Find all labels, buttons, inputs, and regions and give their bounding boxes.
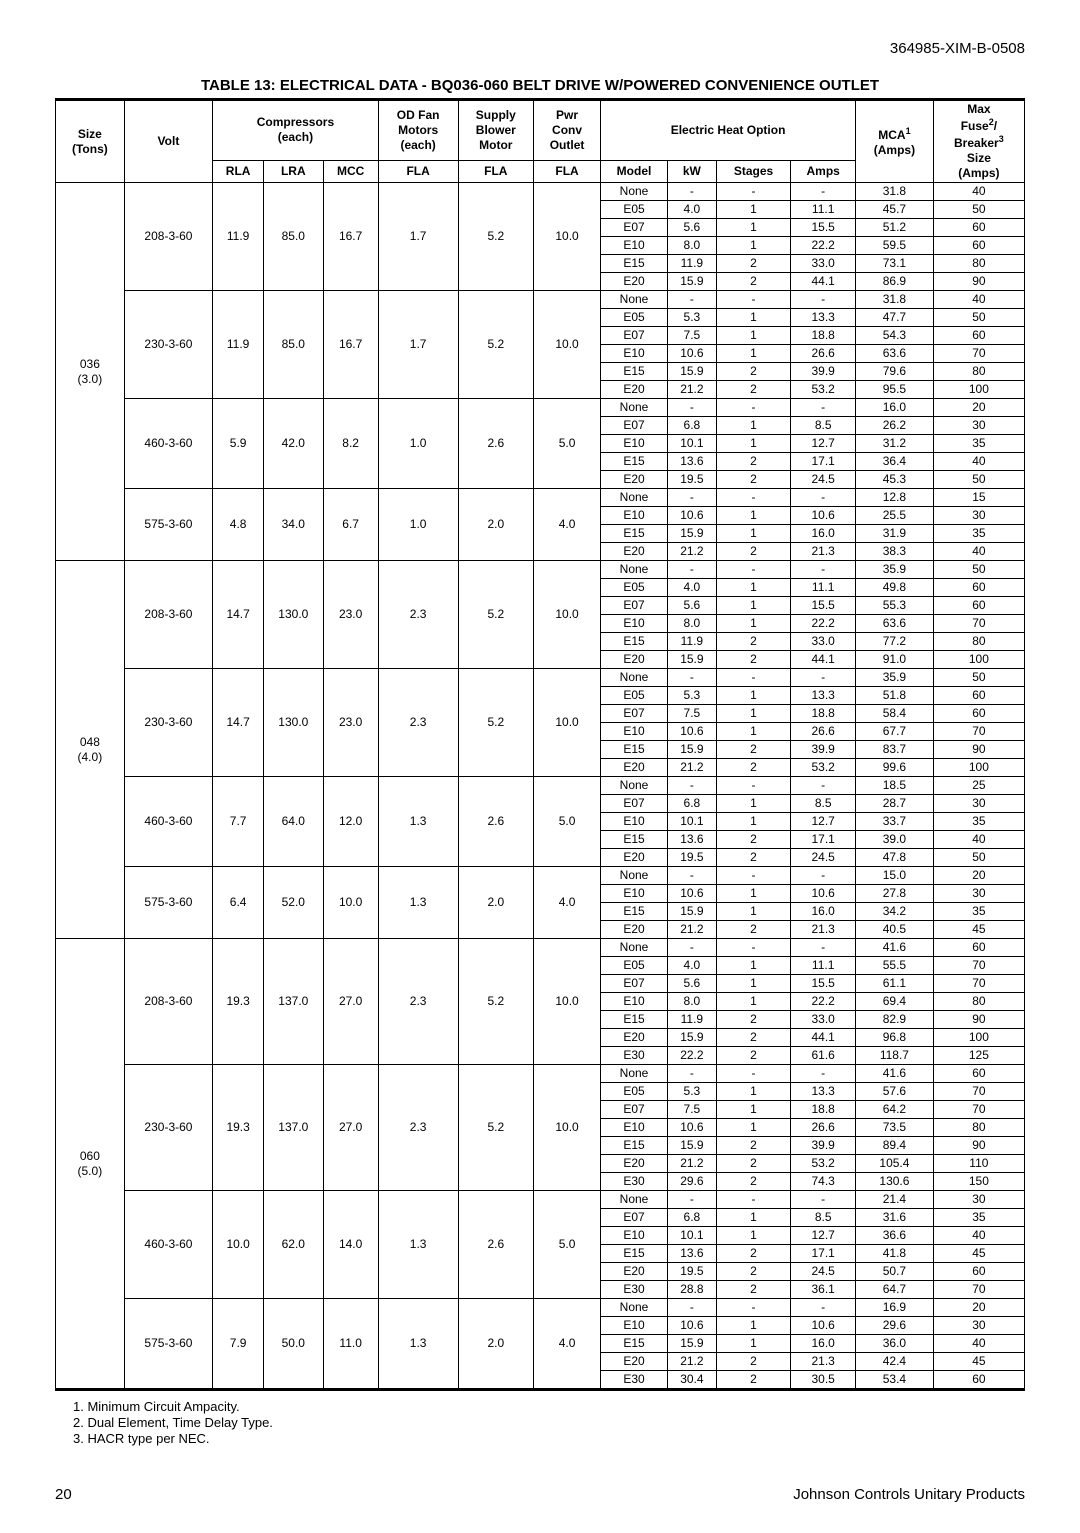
table-row: 048(4.0)208-3-6014.7130.023.02.35.210.0N…: [56, 561, 1025, 579]
volt-cell: 208-3-60: [124, 939, 212, 1065]
volt-cell: 230-3-60: [124, 291, 212, 399]
volt-cell: 575-3-60: [124, 1299, 212, 1390]
size-cell: 060(5.0): [56, 939, 125, 1390]
table-row: 036(3.0)208-3-6011.985.016.71.75.210.0No…: [56, 183, 1025, 201]
table-row: 575-3-604.834.06.71.02.04.0None---12.815: [56, 489, 1025, 507]
volt-cell: 575-3-60: [124, 867, 212, 939]
table-row: 575-3-607.950.011.01.32.04.0None---16.92…: [56, 1299, 1025, 1317]
volt-cell: 230-3-60: [124, 1065, 212, 1191]
volt-cell: 208-3-60: [124, 183, 212, 291]
table-row: 230-3-6011.985.016.71.75.210.0None---31.…: [56, 291, 1025, 309]
footer-brand: Johnson Controls Unitary Products: [793, 1486, 1025, 1503]
volt-cell: 575-3-60: [124, 489, 212, 561]
table-row: 230-3-6014.7130.023.02.35.210.0None---35…: [56, 669, 1025, 687]
table-row: 060(5.0)208-3-6019.3137.027.02.35.210.0N…: [56, 939, 1025, 957]
footnotes: 1. Minimum Circuit Ampacity.2. Dual Elem…: [55, 1399, 1025, 1446]
volt-cell: 460-3-60: [124, 1191, 212, 1299]
footnote: 3. HACR type per NEC.: [73, 1431, 1025, 1446]
size-cell: 048(4.0): [56, 561, 125, 939]
footnote: 2. Dual Element, Time Delay Type.: [73, 1415, 1025, 1430]
size-cell: 036(3.0): [56, 183, 125, 561]
electrical-data-table: Size(Tons) Volt Compressors(each) OD Fan…: [55, 98, 1025, 1391]
doc-reference: 364985-XIM-B-0508: [55, 40, 1025, 57]
table-row: 575-3-606.452.010.01.32.04.0None---15.02…: [56, 867, 1025, 885]
volt-cell: 460-3-60: [124, 777, 212, 867]
table-row: 460-3-607.764.012.01.32.65.0None---18.52…: [56, 777, 1025, 795]
table-row: 460-3-605.942.08.21.02.65.0None---16.020: [56, 399, 1025, 417]
volt-cell: 208-3-60: [124, 561, 212, 669]
table-row: 460-3-6010.062.014.01.32.65.0None---21.4…: [56, 1191, 1025, 1209]
footnote: 1. Minimum Circuit Ampacity.: [73, 1399, 1025, 1414]
volt-cell: 230-3-60: [124, 669, 212, 777]
table-row: 230-3-6019.3137.027.02.35.210.0None---41…: [56, 1065, 1025, 1083]
table-title: TABLE 13: ELECTRICAL DATA - BQ036-060 BE…: [55, 77, 1025, 94]
volt-cell: 460-3-60: [124, 399, 212, 489]
page-number: 20: [55, 1486, 72, 1503]
